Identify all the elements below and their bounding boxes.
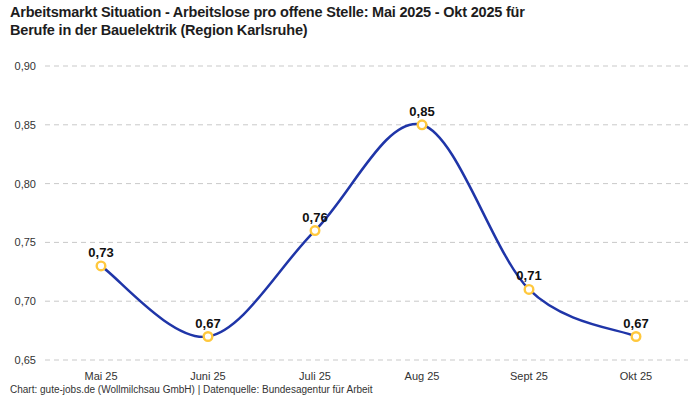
data-point-label: 0,85 <box>409 104 434 119</box>
data-point-label: 0,76 <box>302 210 327 225</box>
y-tick-label: 0,80 <box>15 178 36 190</box>
data-point-label: 0,73 <box>88 245 113 260</box>
data-point-label: 0,67 <box>623 316 648 331</box>
data-point-label: 0,67 <box>195 316 220 331</box>
y-tick-label: 0,90 <box>15 60 36 72</box>
footer-credit: Chart: gute-jobs.de (Wollmilchsau GmbH) … <box>10 384 373 395</box>
chart-canvas: 0,90 0,85 0,80 0,75 0,70 0,65 0,73 Mai 25 0,67 Ju… <box>0 0 700 400</box>
x-tick-label: Aug 25 <box>405 370 440 382</box>
data-point-marker <box>525 285 534 294</box>
data-point-label: 0,71 <box>516 268 541 283</box>
x-tick-label: Juli 25 <box>299 370 331 382</box>
data-point-marker <box>97 262 106 271</box>
x-tick-label: Mai 25 <box>84 370 117 382</box>
y-tick-label: 0,85 <box>15 119 36 131</box>
x-tick-label: Sept 25 <box>510 370 548 382</box>
y-tick-label: 0,65 <box>15 354 36 366</box>
line-series <box>101 124 636 337</box>
y-tick-label: 0,70 <box>15 295 36 307</box>
data-point-marker <box>204 332 213 341</box>
data-point-marker <box>632 332 641 341</box>
x-tick-label: Juni 25 <box>190 370 225 382</box>
data-point-marker <box>311 226 320 235</box>
data-point-marker <box>418 121 427 130</box>
y-tick-label: 0,75 <box>15 236 36 248</box>
x-tick-label: Okt 25 <box>620 370 652 382</box>
